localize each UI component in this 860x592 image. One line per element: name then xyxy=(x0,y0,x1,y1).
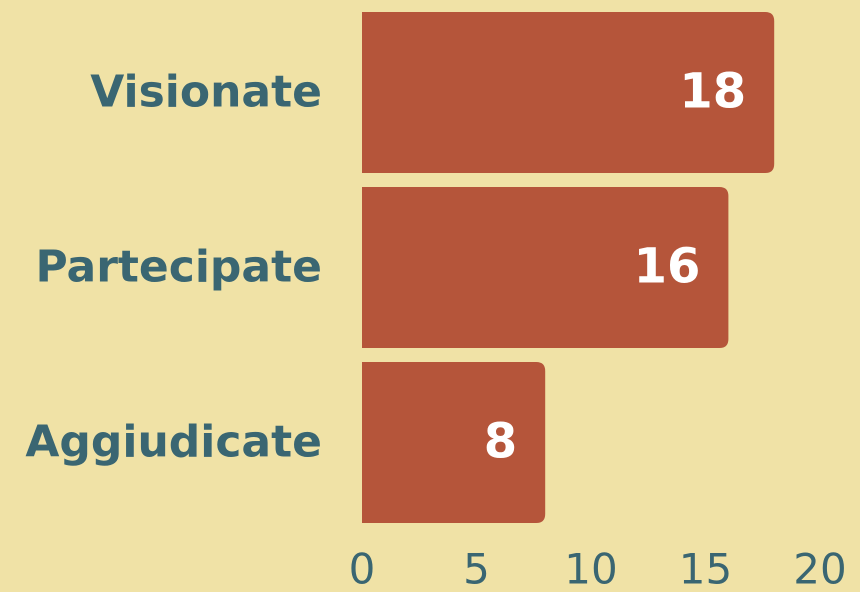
x-tick-label: 20 xyxy=(793,545,846,592)
y-tick-label: Partecipate xyxy=(35,242,322,293)
x-tick-label: 10 xyxy=(564,545,617,592)
x-tick-label: 15 xyxy=(679,545,732,592)
x-tick-label: 5 xyxy=(463,545,490,592)
y-tick-label: Visionate xyxy=(90,67,322,118)
value-label: 16 xyxy=(634,239,701,295)
bar xyxy=(362,362,546,523)
y-tick-label: Aggiudicate xyxy=(25,417,322,468)
bar xyxy=(362,187,729,348)
value-label: 18 xyxy=(679,64,746,120)
value-label: 8 xyxy=(484,414,517,470)
bar xyxy=(362,12,775,173)
x-tick-label: 0 xyxy=(349,545,376,592)
